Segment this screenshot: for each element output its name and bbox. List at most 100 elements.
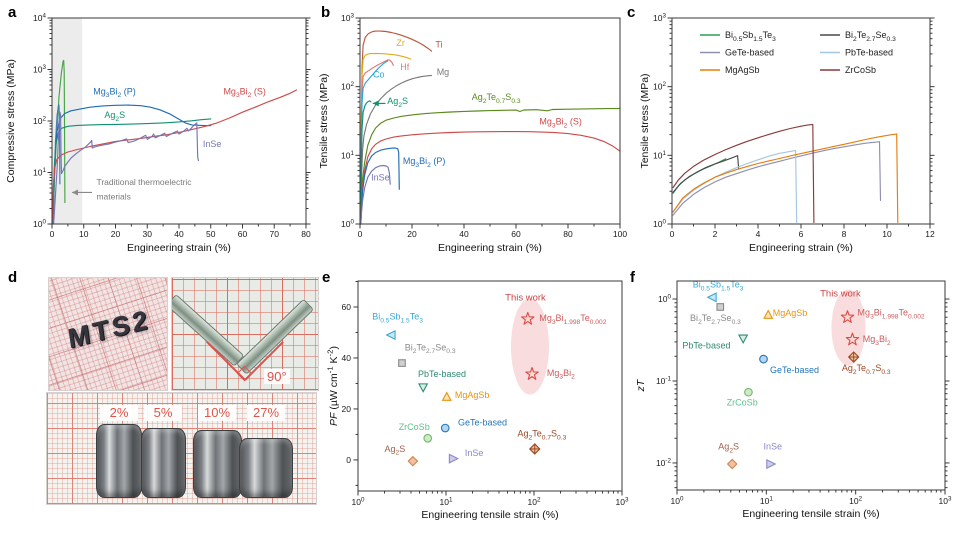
svg-text:100: 100 [352,496,365,507]
svg-text:Mg3Bi2: Mg3Bi2 [863,334,891,347]
panel-label-a: a [8,4,17,21]
svg-text:MgAgSb: MgAgSb [773,308,808,318]
svg-text:Engineering tensile strain (%): Engineering tensile strain (%) [742,508,879,520]
photo-sample-letters: MTS2 [48,277,168,391]
svg-text:Mg3Bi2 (P): Mg3Bi2 (P) [403,156,445,169]
svg-text:Engineering strain (%): Engineering strain (%) [127,242,231,254]
svg-text:This work: This work [820,288,861,299]
svg-text:100: 100 [613,229,627,239]
svg-text:Hf: Hf [400,62,409,72]
svg-text:Mg3Bi2: Mg3Bi2 [547,368,575,381]
chart-b-canvas: 0 20 40 60 80 100 100 101 102 103 Engineering stra… [318,12,627,254]
cylinder-strain-label: 5% [144,405,182,421]
svg-text:Zr: Zr [396,38,405,48]
svg-text:Engineering tensile strain (%): Engineering tensile strain (%) [421,509,558,521]
svg-text:40: 40 [459,229,469,239]
svg-text:0: 0 [346,455,351,465]
bent-strip-left-arm [172,294,245,367]
svg-text:102: 102 [341,81,354,92]
svg-text:Ag2S: Ag2S [718,442,739,455]
svg-text:Ag2Te0.7S0.3: Ag2Te0.7S0.3 [518,428,567,441]
svg-text:PbTe-based: PbTe-based [682,340,730,350]
svg-text:InSe: InSe [371,173,390,183]
svg-text:GeTe-based: GeTe-based [458,418,507,428]
svg-text:40: 40 [174,229,184,239]
svg-text:Ti: Ti [435,40,442,50]
svg-text:20: 20 [111,229,121,239]
cylinder-sample [239,438,293,498]
svg-text:102: 102 [33,115,46,126]
svg-text:101: 101 [440,496,453,507]
panel-label-f: f [630,269,635,286]
svg-text:2: 2 [713,229,718,239]
svg-text:20: 20 [407,229,417,239]
svg-text:Compressive stress (MPa): Compressive stress (MPa) [5,59,17,183]
svg-text:103: 103 [616,496,629,507]
svg-text:GeTe-based: GeTe-based [725,48,774,58]
cylinder-sample [141,428,186,498]
svg-text:100: 100 [671,495,684,506]
svg-text:Bi0.5Sb1.5Te3: Bi0.5Sb1.5Te3 [693,280,744,293]
panel-label-b: b [321,4,331,21]
svg-text:104: 104 [33,12,46,23]
cylinder-strain-label: 10% [198,405,236,421]
svg-text:ZrCoSb: ZrCoSb [399,422,430,432]
svg-text:80: 80 [563,229,573,239]
svg-text:Bi0.5Sb1.5Te3: Bi0.5Sb1.5Te3 [725,30,776,43]
svg-text:Mg3Bi2 (S): Mg3Bi2 (S) [223,86,265,99]
svg-text:MgAgSb: MgAgSb [455,390,490,400]
svg-text:100: 100 [33,218,46,229]
svg-text:PbTe-based: PbTe-based [845,48,893,58]
cylinder-sample [193,430,242,498]
svg-text:60: 60 [511,229,521,239]
svg-text:0: 0 [50,229,55,239]
svg-text:20: 20 [342,404,352,414]
photo-bent-sample: 90° [171,277,319,391]
svg-text:10: 10 [79,229,89,239]
svg-text:10: 10 [882,229,892,239]
svg-text:0: 0 [670,229,675,239]
svg-text:PbTe-based: PbTe-based [418,369,466,379]
svg-text:materials: materials [96,191,130,201]
svg-text:Ag2S: Ag2S [104,110,125,123]
svg-text:103: 103 [341,12,354,23]
svg-text:50: 50 [206,229,216,239]
chart-a-canvas: 0 10 20 30 40 50 60 70 80 100 101 102 103 104 Engineer… [5,12,311,254]
svg-text:Bi2Te2.7Se0.3: Bi2Te2.7Se0.3 [845,30,896,43]
svg-text:102: 102 [849,495,862,506]
cylinder-strain-label: 27% [247,405,285,421]
svg-text:Engineering strain (%): Engineering strain (%) [749,242,853,254]
panel-c-tensile-stress-chart: 0 2 4 6 8 10 12 100 101 102 103 Engineering strain … [639,0,958,266]
svg-text:101: 101 [760,495,773,506]
panel-label-c: c [627,4,636,21]
bend-angle-label: 90° [264,369,290,384]
chart-e-canvas: Bi0.5Sb1.5Te3 Bi2Te2.7Se0.3 PbTe-based MgAg… [326,280,629,521]
svg-text:8: 8 [842,229,847,239]
svg-text:101: 101 [341,150,354,161]
svg-text:40: 40 [342,353,352,363]
svg-text:12: 12 [925,229,935,239]
svg-text:Ag2S: Ag2S [387,96,408,109]
svg-text:Mg3Bi1.998Te0.002: Mg3Bi1.998Te0.002 [539,313,606,326]
svg-text:4: 4 [756,229,761,239]
svg-text:InSe: InSe [203,139,222,149]
svg-text:102: 102 [653,81,666,92]
svg-text:Mg3Bi2 (P): Mg3Bi2 (P) [93,86,135,99]
svg-text:101: 101 [33,167,46,178]
svg-text:Bi2Te2.7Se0.3: Bi2Te2.7Se0.3 [690,313,741,326]
svg-text:103: 103 [653,12,666,23]
svg-text:Mg3Bi1.998Te0.002: Mg3Bi1.998Te0.002 [858,307,925,320]
panel-label-d: d [8,269,18,286]
svg-text:ZrCoSb: ZrCoSb [845,65,876,75]
svg-text:zT: zT [636,378,647,392]
svg-text:70: 70 [270,229,280,239]
panel-label-e: e [322,269,331,286]
svg-text:Mg: Mg [437,67,450,77]
svg-text:This work: This work [505,293,546,304]
svg-text:Ag2Te0.7S0.3: Ag2Te0.7S0.3 [472,92,521,105]
svg-text:PF (µW cm-1 K-2): PF (µW cm-1 K-2) [326,346,340,426]
svg-text:Mg3Bi2 (S): Mg3Bi2 (S) [539,117,581,130]
svg-text:10-1: 10-1 [656,375,672,386]
cylinder-sample [96,424,142,498]
